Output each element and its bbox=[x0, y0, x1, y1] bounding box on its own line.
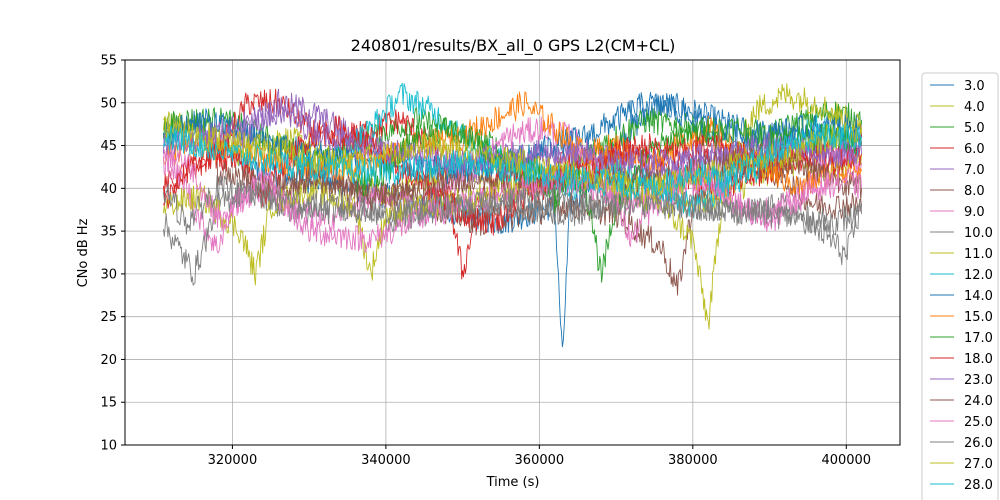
x-tick-label: 380000 bbox=[668, 453, 718, 468]
legend-label: 17.0 bbox=[964, 331, 993, 346]
legend-label: 28.0 bbox=[964, 478, 993, 493]
legend-label: 25.0 bbox=[964, 415, 993, 430]
y-tick-label: 20 bbox=[100, 353, 117, 368]
legend-label: 5.0 bbox=[964, 121, 985, 136]
legend-label: 12.0 bbox=[964, 268, 993, 283]
x-axis: 320000 340000 360000 380000 400000 bbox=[208, 445, 871, 468]
legend-label: 3.0 bbox=[964, 79, 985, 94]
y-tick-label: 35 bbox=[100, 225, 117, 240]
x-tick-label: 360000 bbox=[515, 453, 565, 468]
y-tick-label: 50 bbox=[100, 96, 117, 111]
legend-label: 18.0 bbox=[964, 352, 993, 367]
legend: 3.0 4.0 5.0 6.0 7.0 8.0 9.0 10.0 11.0 12.0 14.0 15.… bbox=[921, 72, 999, 500]
legend-label: 15.0 bbox=[964, 310, 993, 325]
y-axis: 10 15 20 25 30 35 40 45 50 55 bbox=[100, 54, 125, 454]
y-tick-label: 25 bbox=[100, 310, 117, 325]
legend-label: 26.0 bbox=[964, 436, 993, 451]
y-tick-label: 55 bbox=[100, 54, 117, 69]
y-tick-label: 45 bbox=[100, 139, 117, 154]
x-tick-label: 320000 bbox=[208, 453, 258, 468]
y-tick-label: 15 bbox=[100, 396, 117, 411]
plot-area-frame bbox=[124, 59, 901, 446]
legend-label: 8.0 bbox=[964, 184, 985, 199]
x-axis-label: Time (s) bbox=[486, 475, 540, 490]
x-tick-label: 340000 bbox=[361, 453, 411, 468]
y-tick-label: 10 bbox=[100, 439, 117, 454]
legend-frame bbox=[921, 72, 999, 500]
legend-label: 24.0 bbox=[964, 394, 993, 409]
legend-label: 9.0 bbox=[964, 205, 985, 220]
chart-title: 240801/results/BX_all_0 GPS L2(CM+CL) bbox=[351, 36, 676, 56]
y-tick-label: 30 bbox=[100, 267, 117, 282]
y-axis-label: CNo dB Hz bbox=[76, 218, 91, 287]
legend-label: 11.0 bbox=[964, 247, 993, 262]
legend-label: 7.0 bbox=[964, 163, 985, 178]
legend-label: 6.0 bbox=[964, 142, 985, 157]
legend-label: 4.0 bbox=[964, 100, 985, 115]
legend-label: 14.0 bbox=[964, 289, 993, 304]
legend-label: 10.0 bbox=[964, 226, 993, 241]
legend-label: 27.0 bbox=[964, 457, 993, 472]
series-line-27.0 bbox=[163, 115, 863, 202]
legend-label: 23.0 bbox=[964, 373, 993, 388]
series-layer bbox=[162, 82, 863, 348]
series-line-15.0 bbox=[162, 91, 863, 195]
x-tick-label: 400000 bbox=[821, 453, 871, 468]
y-tick-label: 40 bbox=[100, 182, 117, 197]
series-line-28.0 bbox=[162, 123, 863, 200]
series-line-26.0 bbox=[162, 174, 863, 237]
